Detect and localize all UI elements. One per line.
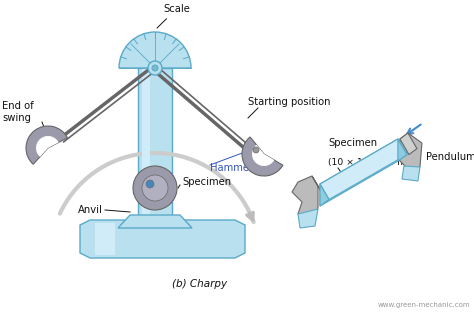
Text: Anvil: Anvil — [78, 205, 103, 215]
Polygon shape — [133, 180, 146, 203]
Text: Pendulum: Pendulum — [426, 152, 474, 162]
Polygon shape — [402, 166, 420, 181]
Circle shape — [148, 61, 162, 75]
Polygon shape — [95, 223, 115, 255]
Polygon shape — [400, 133, 422, 171]
Polygon shape — [298, 209, 318, 228]
Text: Hammer: Hammer — [210, 163, 253, 173]
Wedge shape — [36, 136, 59, 157]
Text: End of
swing: End of swing — [2, 101, 34, 123]
Wedge shape — [242, 137, 283, 176]
Polygon shape — [320, 139, 407, 200]
Circle shape — [133, 166, 177, 210]
Polygon shape — [118, 215, 192, 228]
Circle shape — [146, 180, 154, 188]
Polygon shape — [312, 176, 327, 202]
Text: Specimen: Specimen — [328, 138, 377, 148]
Circle shape — [253, 147, 259, 153]
Wedge shape — [26, 126, 67, 164]
Polygon shape — [138, 68, 172, 220]
Polygon shape — [400, 133, 417, 154]
Polygon shape — [292, 176, 318, 218]
Polygon shape — [320, 184, 329, 206]
Text: (10 × 10 × 75 mm): (10 × 10 × 75 mm) — [328, 158, 419, 167]
Text: Scale: Scale — [157, 4, 190, 28]
Circle shape — [152, 65, 158, 71]
Text: www.green-mechanic.com: www.green-mechanic.com — [377, 302, 470, 308]
Circle shape — [142, 175, 168, 201]
Polygon shape — [320, 139, 398, 206]
Text: (b) Charpy: (b) Charpy — [173, 279, 228, 289]
Polygon shape — [164, 180, 177, 203]
Polygon shape — [398, 139, 407, 161]
Polygon shape — [142, 68, 150, 220]
Text: Starting position: Starting position — [248, 97, 330, 107]
Wedge shape — [119, 32, 191, 68]
Wedge shape — [252, 145, 274, 166]
Text: Specimen: Specimen — [182, 177, 231, 187]
Polygon shape — [80, 220, 245, 258]
